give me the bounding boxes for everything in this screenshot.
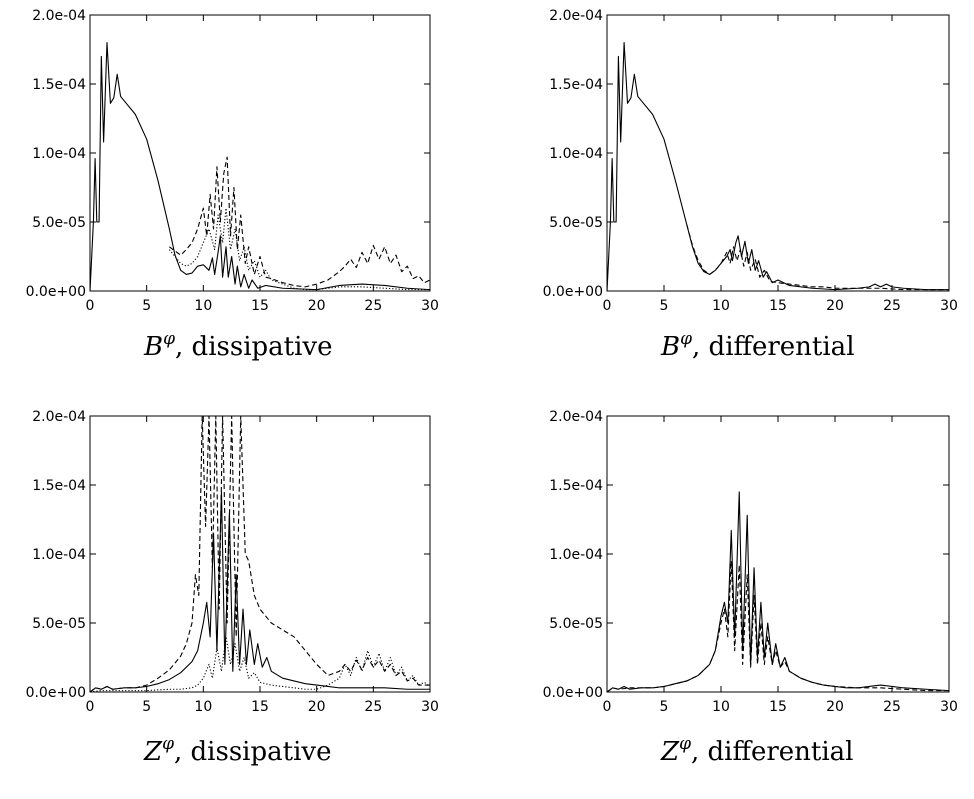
x-tick-label: 0 <box>86 298 95 314</box>
x-tick-label: 20 <box>308 298 326 314</box>
series-solid-line <box>89 42 431 292</box>
x-tick-label: 25 <box>364 298 382 314</box>
y-tick-label: 1.5e-04 <box>32 77 86 93</box>
x-tick-label: 5 <box>142 298 151 314</box>
plot-frame <box>606 14 950 292</box>
plot-b-differential: 0 5 10 15 20 25 30 0.0e+00 5.0e-05 1.0e-04 1.5e-04… <box>543 8 958 362</box>
y-tick-label: 2.0e-04 <box>32 409 86 425</box>
x-tick-label: 30 <box>421 699 439 715</box>
caption-superscript: φ <box>679 734 691 754</box>
x-tick-label: 10 <box>712 298 730 314</box>
x-tick-label: 30 <box>940 699 958 715</box>
caption-superscript: φ <box>163 329 175 349</box>
y-tick-label: 1.5e-04 <box>32 478 86 494</box>
plot-caption: Bφ, differential <box>660 329 855 362</box>
x-tick-label: 0 <box>603 699 612 715</box>
y-tick-label: 1.5e-04 <box>549 77 603 93</box>
caption-text: , dissipative <box>174 737 331 767</box>
x-tick-label: 25 <box>883 298 901 314</box>
y-tick-label: 2.0e-04 <box>549 409 603 425</box>
y-tick-label: 1.0e-04 <box>32 547 86 563</box>
caption-text: , differential <box>692 332 855 362</box>
x-tick-label: 20 <box>826 298 844 314</box>
y-tick-label: 1.5e-04 <box>549 478 603 494</box>
x-tick-label: 20 <box>826 699 844 715</box>
caption-symbol: Z <box>660 737 680 767</box>
caption-symbol: Z <box>143 737 163 767</box>
y-tick-label: 0.0e+00 <box>26 685 86 701</box>
series-dotted-line <box>89 636 431 693</box>
series-dashed-line <box>89 415 430 693</box>
series-solid-line <box>606 42 949 292</box>
x-tick-label: 5 <box>660 699 669 715</box>
y-tick-label: 0.0e+00 <box>543 685 603 701</box>
plot-z-dissipative: 0 5 10 15 20 25 30 0.0e+00 5.0e-05 1.0e-04 1.5e-04… <box>26 409 439 767</box>
y-tick-label: 1.0e-04 <box>549 146 603 162</box>
caption-symbol: B <box>660 332 680 362</box>
series-solid-line <box>606 491 950 693</box>
y-tick-label: 0.0e+00 <box>26 284 86 300</box>
y-tick-label: 2.0e-04 <box>32 8 86 24</box>
x-tick-label: 10 <box>712 699 730 715</box>
series-dashed-line <box>169 156 431 288</box>
y-tick-label: 5.0e-05 <box>32 215 86 231</box>
x-tick-label: 15 <box>769 699 787 715</box>
y-tick-label: 2.0e-04 <box>549 8 603 24</box>
x-tick-label: 15 <box>251 699 269 715</box>
caption-superscript: φ <box>162 734 174 754</box>
x-tick-label: 0 <box>86 699 95 715</box>
x-tick-label: 30 <box>940 298 958 314</box>
y-tick-label: 1.0e-04 <box>549 547 603 563</box>
series-dotted-line <box>168 207 430 291</box>
x-tick-label: 0 <box>603 298 612 314</box>
x-tick-label: 20 <box>308 699 326 715</box>
y-tick-label: 5.0e-05 <box>32 616 86 632</box>
x-tick-label: 5 <box>142 699 151 715</box>
y-tick-label: 5.0e-05 <box>549 215 603 231</box>
caption-superscript: φ <box>680 329 692 349</box>
plot-frame <box>89 415 431 693</box>
y-tick-label: 0.0e+00 <box>543 284 603 300</box>
plot-frame <box>89 14 431 292</box>
plot-caption: Zφ, differential <box>660 734 853 767</box>
x-tick-label: 10 <box>194 298 212 314</box>
caption-text: , differential <box>691 737 854 767</box>
caption-symbol: B <box>143 332 163 362</box>
plot-z-differential: 0 5 10 15 20 25 30 0.0e+00 5.0e-05 1.0e-04 1.5e-04… <box>543 409 958 767</box>
x-tick-label: 25 <box>883 699 901 715</box>
plot-caption: Zφ, dissipative <box>143 734 331 767</box>
series-dashed-line <box>606 560 949 693</box>
plot-caption: Bφ, dissipative <box>143 329 333 362</box>
plot-b-dissipative: 0 5 10 15 20 25 30 0.0e+00 5.0e-05 1.0e-04 1.5e-04… <box>26 8 439 362</box>
caption-text: , dissipative <box>175 332 332 362</box>
x-tick-label: 5 <box>660 298 669 314</box>
series-dashed-line <box>686 224 949 291</box>
series-solid-line <box>89 491 430 693</box>
x-tick-label: 30 <box>421 298 439 314</box>
x-tick-label: 25 <box>364 699 382 715</box>
x-tick-label: 10 <box>194 699 212 715</box>
x-tick-label: 15 <box>769 298 787 314</box>
x-tick-label: 15 <box>251 298 269 314</box>
y-tick-label: 1.0e-04 <box>32 146 86 162</box>
plot-frame <box>606 415 950 693</box>
y-tick-label: 5.0e-05 <box>549 616 603 632</box>
